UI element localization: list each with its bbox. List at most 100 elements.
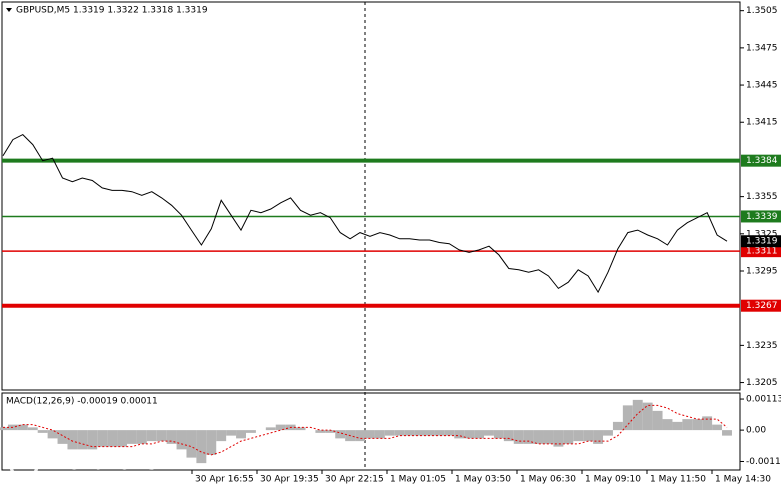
macd-bar [107, 430, 118, 447]
macd-bar [722, 430, 732, 436]
y-tick-label: 0.00 [746, 426, 766, 436]
x-tick-label: 30 Apr 16:55 [195, 475, 254, 485]
x-tick-label: 1 May 03:50 [455, 475, 511, 485]
level-label-box [741, 245, 781, 258]
macd-bar [27, 427, 38, 431]
macd-bar [593, 430, 604, 444]
macd-bar [17, 424, 28, 431]
watermark-tagline: Instant Forex Trading [46, 473, 162, 486]
y-tick-label: 1.3235 [746, 341, 778, 351]
macd-bar [275, 424, 286, 431]
macd-title: MACD(12,26,9) -0.00019 0.00011 [6, 397, 158, 407]
level-label: 1.3384 [746, 156, 778, 166]
macd-bar [156, 430, 167, 442]
macd-bar [603, 430, 613, 436]
macd-bar [404, 430, 415, 436]
macd-bar [414, 430, 425, 436]
y-tick-label: 1.3445 [746, 81, 778, 91]
macd-bar [295, 427, 306, 431]
macd-bar [672, 421, 683, 431]
macd-bar [503, 430, 514, 442]
macd-bar [226, 430, 237, 436]
macd-bar [47, 430, 58, 439]
macd-bar [464, 430, 475, 439]
macd-bar [444, 430, 455, 436]
macd-bar [563, 430, 574, 444]
macd-bar [315, 430, 326, 433]
level-label: 1.3267 [746, 301, 778, 311]
macd-bar [513, 430, 524, 444]
macd-bar [484, 430, 494, 436]
macd-bar [67, 430, 78, 450]
macd-bar [57, 430, 68, 444]
macd-bar [622, 405, 633, 431]
macd-bar [196, 430, 207, 464]
macd-bar [87, 430, 98, 450]
macd-bar [126, 430, 137, 444]
macd-bar [384, 430, 395, 436]
macd-bar [245, 430, 256, 433]
level-label-box [741, 210, 781, 223]
macd-bar [37, 430, 48, 433]
macd-bar [553, 430, 564, 447]
x-tick-label: 1 May 09:10 [585, 475, 641, 485]
y-tick-label: 1.3475 [746, 43, 778, 53]
macd-bar [612, 421, 623, 431]
y-tick-label: 1.3295 [746, 266, 778, 276]
macd-bar [632, 399, 643, 431]
price-line [2, 133, 728, 294]
y-tick-label: 1.3505 [746, 6, 778, 16]
macd-bar [166, 430, 177, 444]
macd-bar [583, 430, 594, 442]
macd-plot-frame [1, 392, 741, 471]
level-label: 1.3311 [746, 247, 778, 257]
y-tick-label: -0.00114 [746, 457, 781, 467]
y-tick-label: 0.00113 [746, 395, 781, 405]
menu-icon [6, 8, 12, 12]
macd-bar [206, 430, 217, 455]
macd-bar [265, 427, 276, 431]
macd-bar [662, 419, 673, 431]
macd-bar [365, 430, 375, 439]
macd-bar [523, 430, 534, 444]
macd-bar [325, 430, 336, 433]
macd-bar [454, 430, 465, 439]
chart-title: GBPUSD,M5 1.3319 1.3322 1.3318 1.3319 [16, 6, 208, 16]
macd-bar [146, 430, 157, 442]
x-tick-label: 1 May 11:50 [650, 475, 706, 485]
level-label: 1.3339 [746, 212, 778, 222]
macd-bar [374, 430, 385, 439]
macd-bar [394, 430, 405, 436]
level-label-box [741, 154, 781, 167]
macd-bar [117, 430, 127, 447]
x-tick-label: 1 May 14:30 [715, 475, 771, 485]
macd-bar [642, 402, 653, 431]
macd-bar [136, 430, 147, 444]
macd-bar [652, 410, 663, 431]
y-tick-label: 1.3325 [746, 229, 778, 239]
x-tick-label: 1 May 01:05 [390, 475, 446, 485]
macd-bar [176, 430, 187, 450]
main-plot-frame [1, 1, 741, 391]
signal-line [3, 404, 728, 456]
y-tick-label: 1.3415 [746, 118, 778, 128]
x-tick-label: 30 Apr 19:35 [260, 475, 319, 485]
macd-bar [702, 416, 713, 431]
macd-bar [335, 430, 346, 439]
level-label-box [741, 299, 781, 312]
watermark-brand: instaforex [44, 447, 173, 477]
y-tick-label: 1.3355 [746, 192, 778, 202]
x-tick-label: 1 May 06:30 [520, 475, 576, 485]
watermark-logo [8, 447, 40, 479]
macd-bar [0, 427, 8, 431]
macd-bar [434, 430, 445, 436]
macd-bar [712, 424, 723, 431]
last-price-box [741, 235, 781, 248]
last-price-label: 1.3319 [746, 237, 778, 247]
macd-bar [493, 430, 504, 439]
macd-bar [573, 430, 584, 442]
y-tick-label: 1.3205 [746, 378, 778, 388]
macd-bar [533, 430, 544, 444]
watermark: instaforex Instant Forex Trading [8, 447, 173, 486]
